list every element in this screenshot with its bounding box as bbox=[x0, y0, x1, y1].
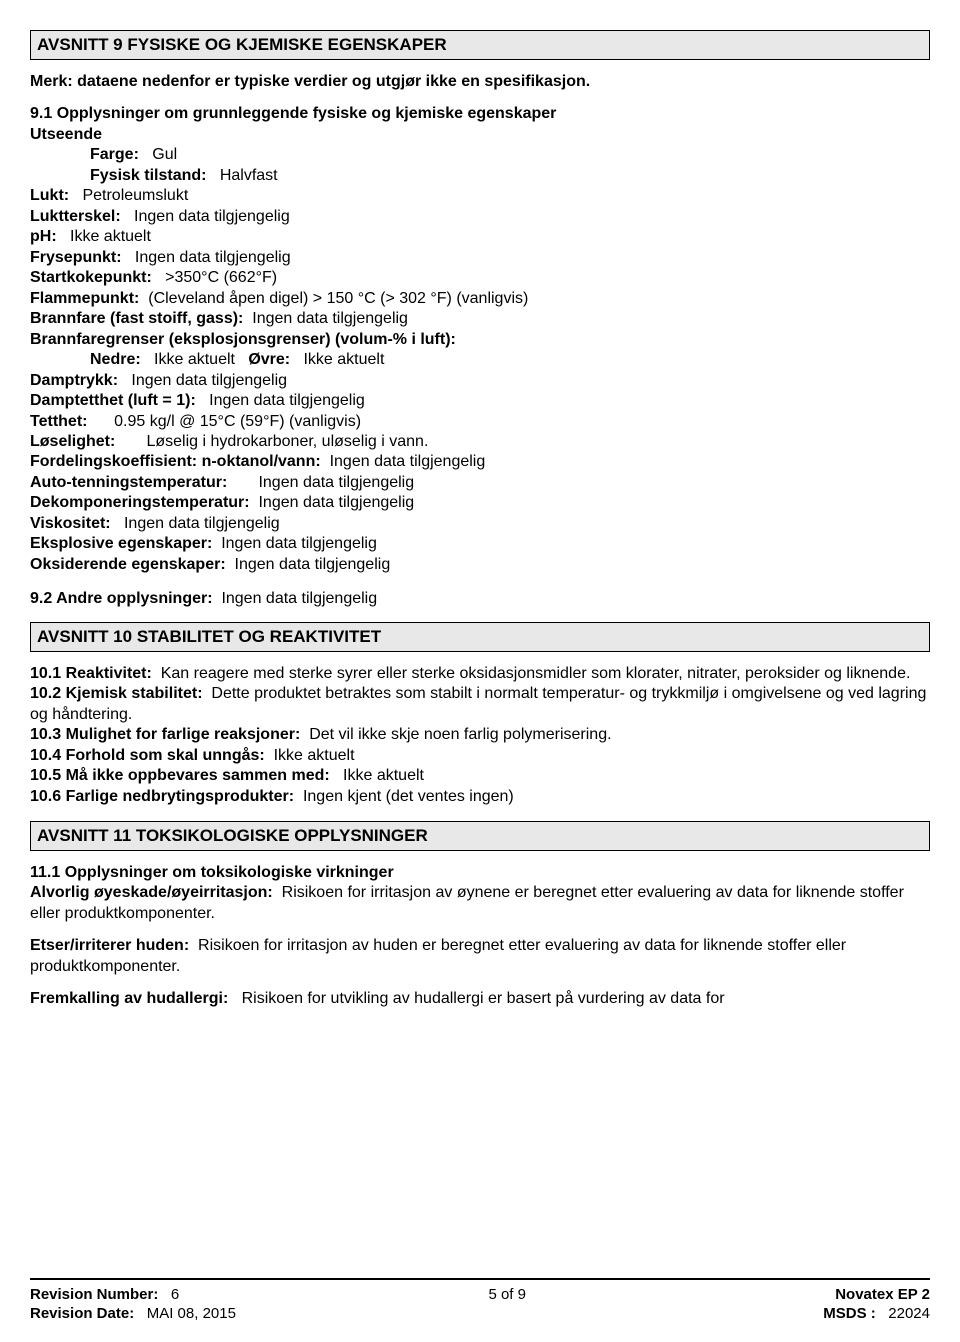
autotenn-value: Ingen data tilgjengelig bbox=[258, 474, 414, 491]
s104-label: 10.4 Forhold som skal unngås: bbox=[30, 747, 265, 764]
footer-product: Novatex EP 2 bbox=[835, 1286, 930, 1303]
tetthet-label: Tetthet: bbox=[30, 413, 87, 430]
s111-block3: Fremkalling av hudallergi: Risikoen for … bbox=[30, 989, 930, 1009]
s104-value: Ikke aktuelt bbox=[274, 747, 355, 764]
utseende-label: Utseende bbox=[30, 126, 102, 143]
fordeling-value: Ingen data tilgjengelig bbox=[330, 453, 486, 470]
damptetthet-value: Ingen data tilgjengelig bbox=[209, 392, 365, 409]
note: Merk: dataene nedenfor er typiske verdie… bbox=[30, 72, 930, 92]
msds-label: MSDS : bbox=[823, 1305, 876, 1322]
s92-value: Ingen data tilgjengelig bbox=[221, 590, 377, 607]
s111-title: 11.1 Opplysninger om toksikologiske virk… bbox=[30, 864, 394, 881]
limits-row: Nedre: Ikke aktuelt Øvre: Ikke aktuelt bbox=[90, 351, 384, 368]
footer-row-2: Revision Date: MAI 08, 2015 MSDS : 22024 bbox=[30, 1305, 930, 1322]
oksid-label: Oksiderende egenskaper: bbox=[30, 556, 226, 573]
farge-row: Farge: Gul bbox=[90, 146, 177, 163]
damptetthet-label: Damptetthet (luft = 1): bbox=[30, 392, 196, 409]
flamme-value: (Cleveland åpen digel) > 150 °C (> 302 °… bbox=[148, 290, 528, 307]
s111-block1: 11.1 Opplysninger om toksikologiske virk… bbox=[30, 863, 930, 924]
section-11-header: AVSNITT 11 TOKSIKOLOGISKE OPPLYSNINGER bbox=[30, 821, 930, 851]
nedre-label: Nedre: bbox=[90, 351, 141, 368]
brannfaregrenser-label: Brannfaregrenser (eksplosjonsgrenser) (v… bbox=[30, 331, 456, 348]
s103-label: 10.3 Mulighet for farlige reaksjoner: bbox=[30, 726, 300, 743]
visko-value: Ingen data tilgjengelig bbox=[124, 515, 280, 532]
s105-value: Ikke aktuelt bbox=[343, 767, 424, 784]
visko-label: Viskositet: bbox=[30, 515, 111, 532]
s91-block: 9.1 Opplysninger om grunnleggende fysisk… bbox=[30, 104, 930, 575]
s101-label: 10.1 Reaktivitet: bbox=[30, 665, 152, 682]
farge-value: Gul bbox=[152, 146, 177, 163]
lukt-value: Petroleumslukt bbox=[82, 187, 188, 204]
s92-label: 9.2 Andre opplysninger: bbox=[30, 590, 213, 607]
rev-num-value: 6 bbox=[171, 1286, 179, 1303]
loselighet-label: Løselighet: bbox=[30, 433, 115, 450]
tetthet-value: 0.95 kg/l @ 15°C (59°F) (vanligvis) bbox=[114, 413, 361, 430]
s106-label: 10.6 Farlige nedbrytingsprodukter: bbox=[30, 788, 294, 805]
rev-num-label: Revision Number: bbox=[30, 1286, 158, 1303]
s102-label: 10.2 Kjemisk stabilitet: bbox=[30, 685, 203, 702]
damptrykk-label: Damptrykk: bbox=[30, 372, 118, 389]
s10-block: 10.1 Reaktivitet: Kan reagere med sterke… bbox=[30, 664, 930, 807]
farge-label: Farge: bbox=[90, 146, 139, 163]
footer-rev-date: Revision Date: MAI 08, 2015 bbox=[30, 1305, 236, 1322]
eksplo-value: Ingen data tilgjengelig bbox=[221, 535, 377, 552]
s106-value: Ingen kjent (det ventes ingen) bbox=[303, 788, 514, 805]
footer-rev-num: Revision Number: 6 bbox=[30, 1286, 179, 1303]
msds-value: 22024 bbox=[888, 1305, 930, 1322]
rev-date-label: Revision Date: bbox=[30, 1305, 134, 1322]
footer-row-1: Revision Number: 6 5 of 9 Novatex EP 2 bbox=[30, 1286, 930, 1303]
s101-value: Kan reagere med sterke syrer eller sterk… bbox=[161, 665, 911, 682]
fysisk-value: Halvfast bbox=[220, 167, 278, 184]
oksid-value: Ingen data tilgjengelig bbox=[235, 556, 391, 573]
footer-rule bbox=[30, 1278, 930, 1280]
dekomp-value: Ingen data tilgjengelig bbox=[258, 494, 414, 511]
note-text: Merk: dataene nedenfor er typiske verdie… bbox=[30, 73, 590, 90]
flamme-label: Flammepunkt: bbox=[30, 290, 139, 307]
s105-label: 10.5 Må ikke oppbevares sammen med: bbox=[30, 767, 330, 784]
brannfare-value: Ingen data tilgjengelig bbox=[252, 310, 408, 327]
s92-row: 9.2 Andre opplysninger: Ingen data tilgj… bbox=[30, 589, 930, 609]
footer-page: 5 of 9 bbox=[488, 1286, 526, 1303]
ph-value: Ikke aktuelt bbox=[70, 228, 151, 245]
frysepunkt-label: Frysepunkt: bbox=[30, 249, 122, 266]
section-9-header: AVSNITT 9 FYSISKE OG KJEMISKE EGENSKAPER bbox=[30, 30, 930, 60]
oye-label: Alvorlig øyeskade/øyeirritasjon: bbox=[30, 884, 273, 901]
allergi-label: Fremkalling av hudallergi: bbox=[30, 990, 228, 1007]
startkoke-label: Startkokepunkt: bbox=[30, 269, 152, 286]
fordeling-label: Fordelingskoeffisient: n-oktanol/vann: bbox=[30, 453, 321, 470]
s103-value: Det vil ikke skje noen farlig polymerise… bbox=[309, 726, 611, 743]
hud-label: Etser/irriterer huden: bbox=[30, 937, 189, 954]
ph-label: pH: bbox=[30, 228, 57, 245]
allergi-value: Risikoen for utvikling av hudallergi er … bbox=[242, 990, 725, 1007]
dekomp-label: Dekomponeringstemperatur: bbox=[30, 494, 250, 511]
fysisk-label: Fysisk tilstand: bbox=[90, 167, 206, 184]
eksplo-label: Eksplosive egenskaper: bbox=[30, 535, 212, 552]
brannfare-label: Brannfare (fast stoiff, gass): bbox=[30, 310, 243, 327]
ovre-label: Øvre: bbox=[248, 351, 290, 368]
loselighet-value: Løselig i hydrokarboner, uløselig i vann… bbox=[146, 433, 428, 450]
fysisk-row: Fysisk tilstand: Halvfast bbox=[90, 167, 278, 184]
luktterskel-value: Ingen data tilgjengelig bbox=[134, 208, 290, 225]
footer-msds: MSDS : 22024 bbox=[823, 1305, 930, 1322]
rev-date-value: MAI 08, 2015 bbox=[147, 1305, 236, 1322]
lukt-label: Lukt: bbox=[30, 187, 69, 204]
frysepunkt-value: Ingen data tilgjengelig bbox=[135, 249, 291, 266]
section-10-header: AVSNITT 10 STABILITET OG REAKTIVITET bbox=[30, 622, 930, 652]
damptrykk-value: Ingen data tilgjengelig bbox=[131, 372, 287, 389]
startkoke-value: >350°C (662°F) bbox=[165, 269, 277, 286]
autotenn-label: Auto-tenningstemperatur: bbox=[30, 474, 227, 491]
ovre-value: Ikke aktuelt bbox=[303, 351, 384, 368]
footer: Revision Number: 6 5 of 9 Novatex EP 2 R… bbox=[30, 1278, 930, 1322]
product-label: Novatex EP 2 bbox=[835, 1286, 930, 1303]
page: AVSNITT 9 FYSISKE OG KJEMISKE EGENSKAPER… bbox=[0, 0, 960, 1342]
luktterskel-label: Luktterskel: bbox=[30, 208, 121, 225]
nedre-value: Ikke aktuelt bbox=[154, 351, 235, 368]
s91-title: 9.1 Opplysninger om grunnleggende fysisk… bbox=[30, 105, 556, 122]
s111-block2: Etser/irriterer huden: Risikoen for irri… bbox=[30, 936, 930, 977]
